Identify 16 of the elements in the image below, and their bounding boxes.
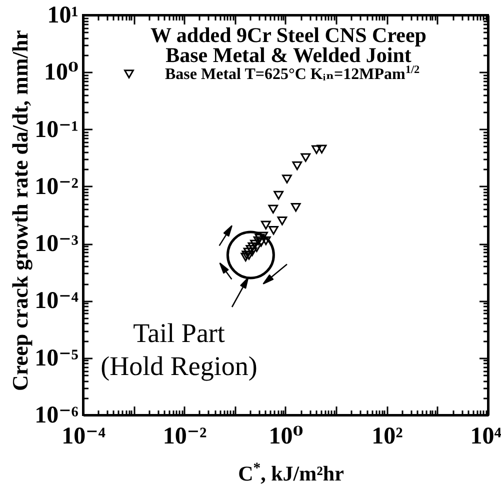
- annotation: Tail Part (Hold Region): [100, 318, 258, 381]
- x-tick-label: 10⁰: [268, 424, 304, 450]
- y-axis-title: Creep crack growth rate da/dt, mm/hr: [8, 30, 32, 391]
- legend-label: Base Metal T=625°C Kᵢₙ=12MPam$^{1/2}$: [165, 64, 420, 83]
- y-tick-label: 10⁰: [44, 60, 78, 86]
- y-tick-label: 10⁻³: [34, 231, 78, 258]
- text: W added 9Cr Steel CNS Creep Base Metal & Welded Joint: [150, 23, 426, 67]
- x-tick-label: 10⁴: [470, 424, 501, 450]
- y-tick-label: 10⁻⁵: [34, 345, 78, 372]
- y-tick-label: 10¹: [47, 2, 78, 28]
- x-tick-label: 10⁻²: [162, 424, 207, 450]
- y-tick-label: 10⁻¹: [34, 116, 78, 143]
- y-tick-label: 10⁻⁴: [34, 288, 78, 314]
- y-tick-label: 10⁻²: [34, 174, 78, 200]
- x-tick-label: 10²: [372, 424, 403, 450]
- x-axis-title: C$^{*}$, kJ/m²hr: [238, 460, 344, 486]
